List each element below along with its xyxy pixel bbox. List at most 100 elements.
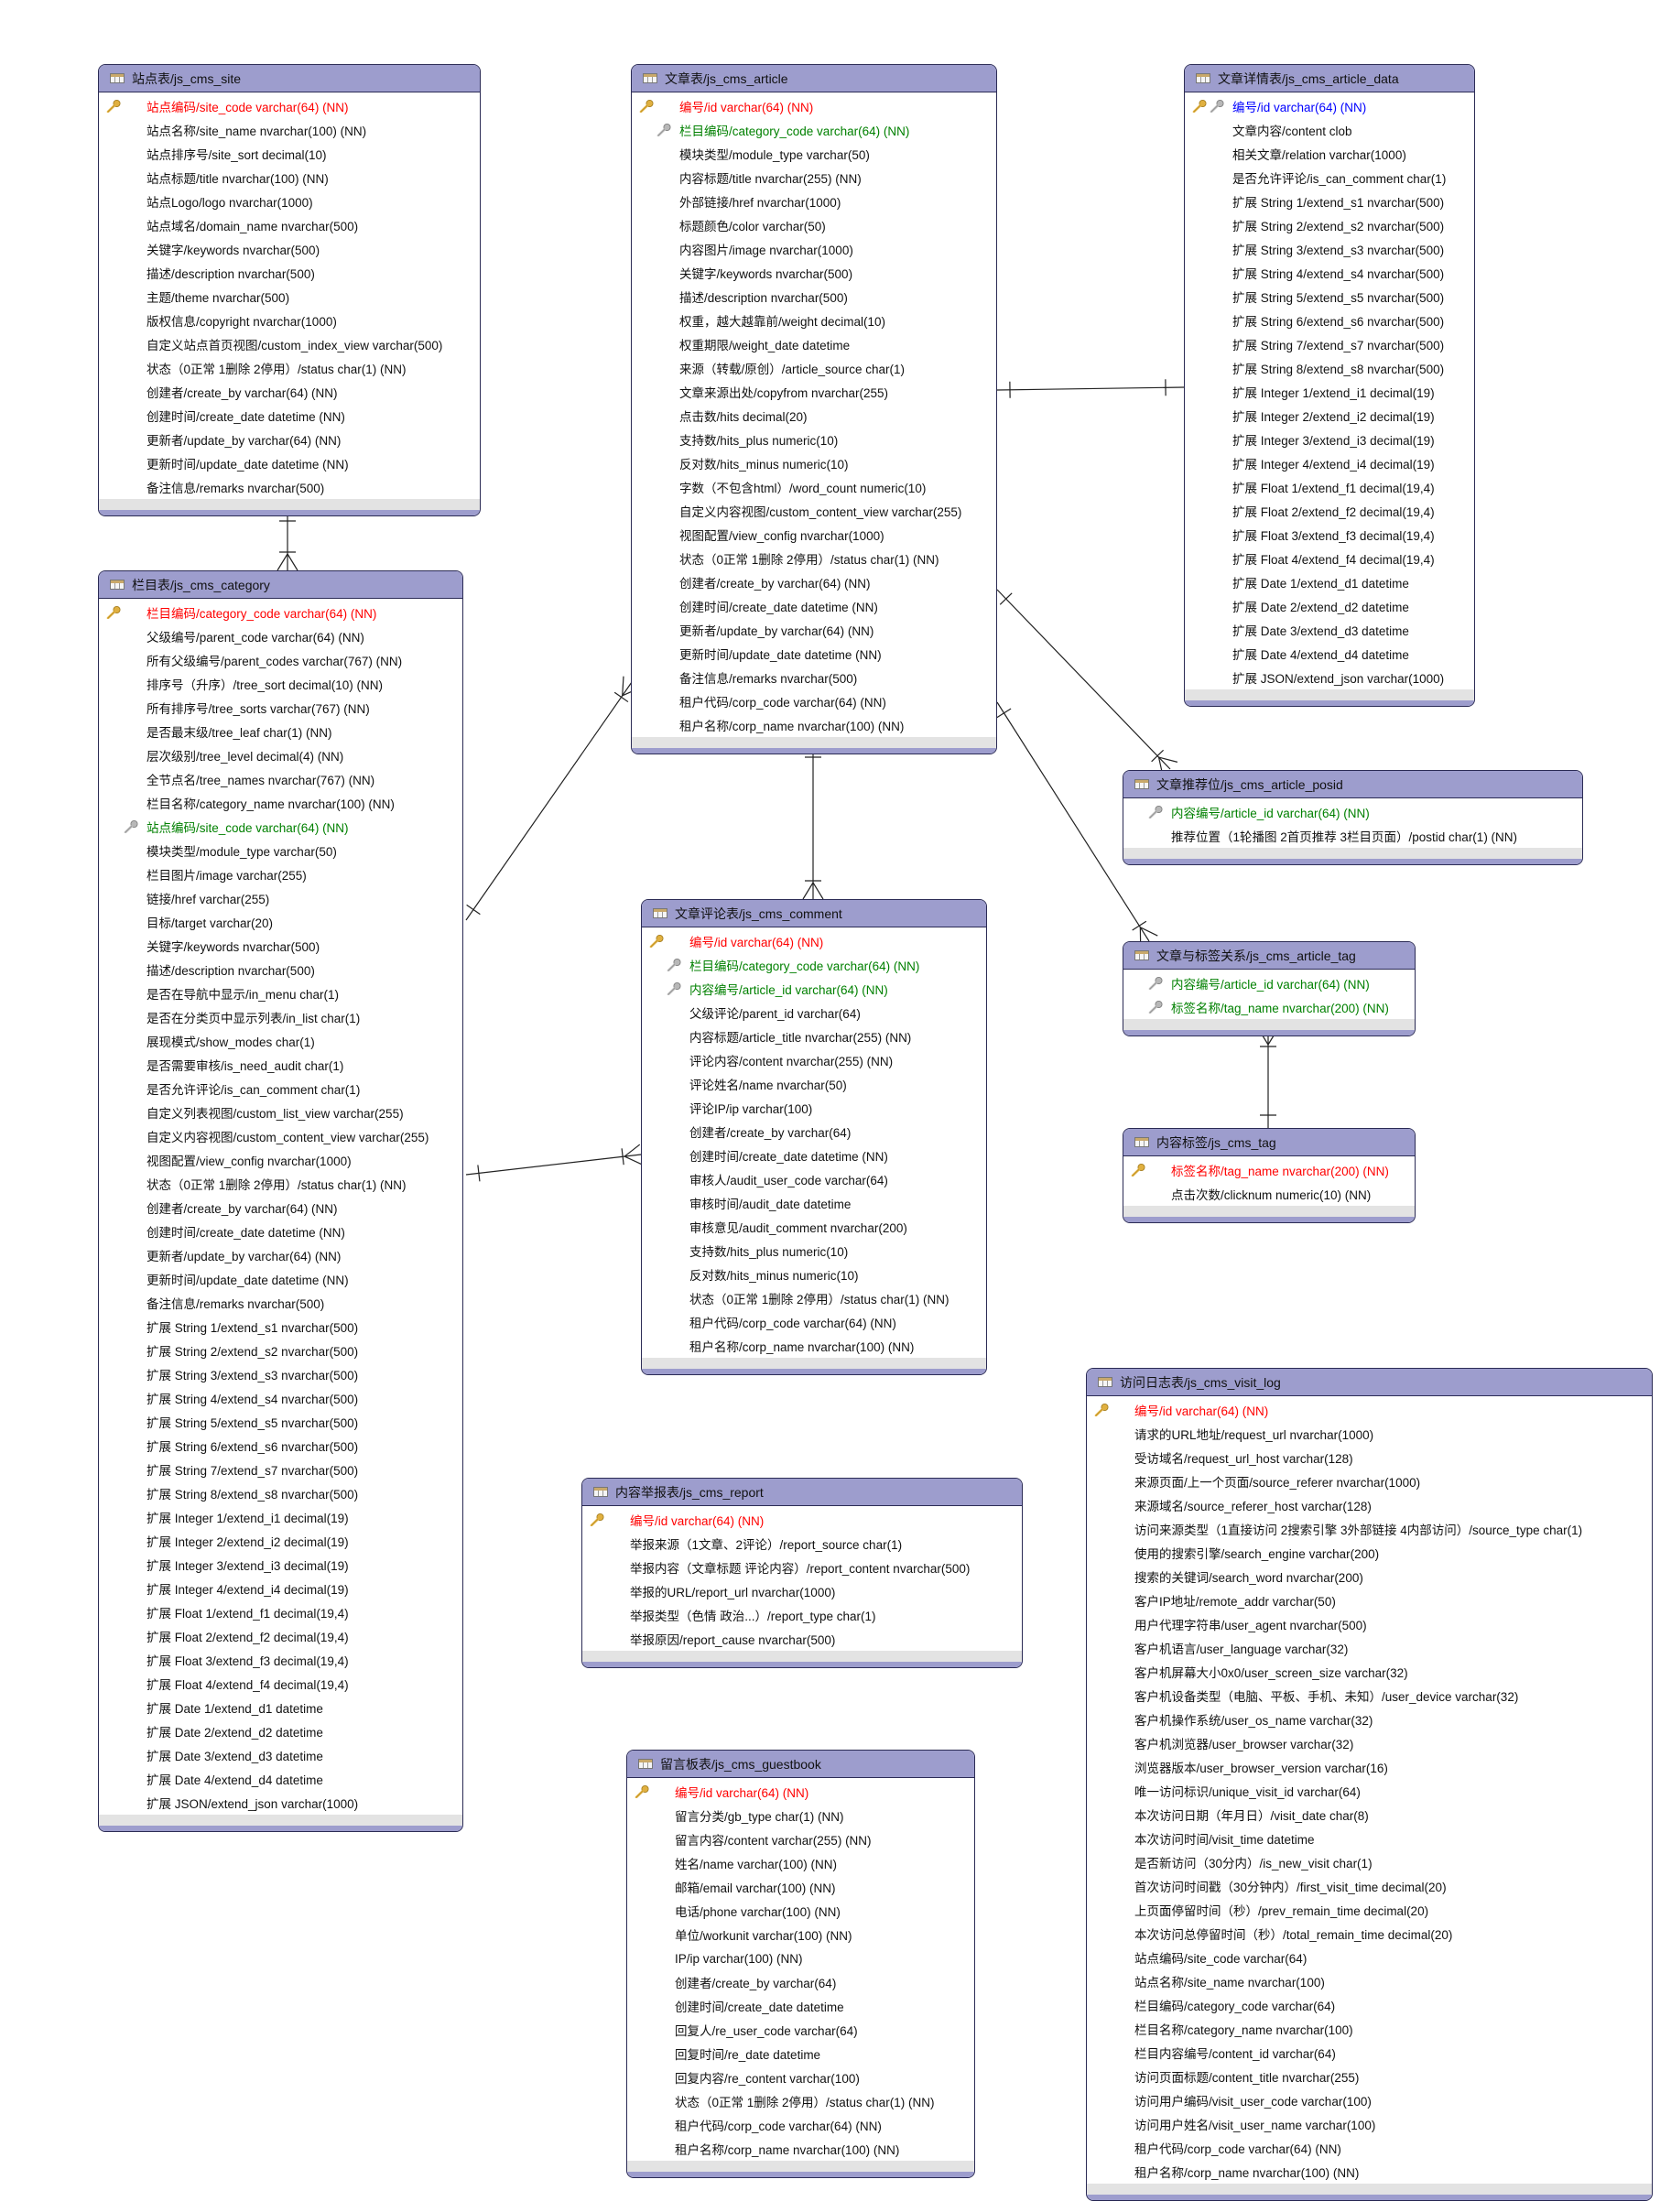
field-row[interactable]: 回复时间/re_date datetime [627,2042,974,2066]
field-row[interactable]: 创建者/create_by varchar(64) (NN) [99,1196,462,1220]
field-row[interactable]: 用户代理字符串/user_agent nvarchar(500) [1087,1612,1652,1636]
field-row[interactable]: 扩展 Date 2/extend_d2 datetime [99,1719,462,1743]
field-row[interactable]: 举报来源（1文章、2评论）/report_source char(1) [582,1532,1022,1556]
field-row[interactable]: 编号/id varchar(64) (NN) [627,1780,974,1804]
field-row[interactable]: 扩展 String 3/extend_s3 nvarchar(500) [1185,237,1474,261]
field-row[interactable]: 扩展 String 5/extend_s5 nvarchar(500) [1185,285,1474,309]
table-header[interactable]: 留言板表/js_cms_guestbook [627,1751,974,1778]
field-row[interactable]: 扩展 String 1/extend_s1 nvarchar(500) [99,1315,462,1339]
field-row[interactable]: 浏览器版本/user_browser_version varchar(16) [1087,1755,1652,1779]
field-row[interactable]: 创建者/create_by varchar(64) [627,1970,974,1994]
field-row[interactable]: 状态（0正常 1删除 2停用）/status char(1) (NN) [642,1286,986,1310]
field-row[interactable]: 扩展 Float 4/extend_f4 decimal(19,4) [99,1672,462,1696]
field-row[interactable]: 扩展 Float 3/extend_f3 decimal(19,4) [1185,523,1474,547]
field-row[interactable]: 租户代码/corp_code varchar(64) (NN) [642,1310,986,1334]
field-row[interactable]: 租户代码/corp_code varchar(64) (NN) [627,2113,974,2137]
table-header[interactable]: 栏目表/js_cms_category [99,571,462,599]
field-row[interactable]: 是否允许评论/is_can_comment char(1) [99,1077,462,1101]
table-site[interactable]: 站点表/js_cms_site 站点编码/site_code varchar(64… [98,64,481,516]
field-row[interactable]: 客户机操作系统/user_os_name varchar(32) [1087,1708,1652,1731]
field-row[interactable]: 编号/id varchar(64) (NN) [632,94,996,118]
field-row[interactable]: 编号/id varchar(64) (NN) [1087,1398,1652,1422]
field-row[interactable]: 租户名称/corp_name nvarchar(100) (NN) [627,2137,974,2161]
field-row[interactable]: 扩展 String 1/extend_s1 nvarchar(500) [1185,190,1474,213]
field-row[interactable]: 扩展 JSON/extend_json varchar(1000) [99,1791,462,1815]
field-row[interactable]: 扩展 String 2/extend_s2 nvarchar(500) [1185,213,1474,237]
field-row[interactable]: 文章来源出处/copyfrom nvarchar(255) [632,380,996,404]
field-row[interactable]: 邮箱/email varchar(100) (NN) [627,1875,974,1899]
field-row[interactable]: 单位/workunit varchar(100) (NN) [627,1923,974,1946]
field-row[interactable]: 扩展 JSON/extend_json varchar(1000) [1185,666,1474,689]
field-row[interactable]: 内容标题/title nvarchar(255) (NN) [632,166,996,190]
field-row[interactable]: 全节点名/tree_names nvarchar(767) (NN) [99,767,462,791]
field-row[interactable]: 所有排序号/tree_sorts varchar(767) (NN) [99,696,462,720]
field-row[interactable]: 状态（0正常 1删除 2停用）/status char(1) (NN) [99,356,480,380]
table-header[interactable]: 文章与标签关系/js_cms_article_tag [1123,942,1415,970]
field-row[interactable]: 备注信息/remarks nvarchar(500) [632,666,996,689]
field-row[interactable]: 栏目编码/category_code varchar(64) (NN) [99,601,462,624]
field-row[interactable]: 访问用户编码/visit_user_code varchar(100) [1087,2088,1652,2112]
field-row[interactable]: 来源（转载/原创）/article_source char(1) [632,356,996,380]
field-row[interactable]: 版权信息/copyright nvarchar(1000) [99,309,480,332]
field-row[interactable]: 栏目编码/category_code varchar(64) [1087,1993,1652,2017]
field-row[interactable]: 栏目编码/category_code varchar(64) (NN) [632,118,996,142]
field-row[interactable]: 内容图片/image nvarchar(1000) [632,237,996,261]
field-row[interactable]: 首次访问时间戳（30分钟内）/first_visit_time decimal(… [1087,1874,1652,1898]
table-header[interactable]: 文章表/js_cms_article [632,65,996,92]
field-row[interactable]: 排序号（升序）/tree_sort decimal(10) (NN) [99,672,462,696]
field-row[interactable]: 搜索的关键词/search_word nvarchar(200) [1087,1565,1652,1589]
field-row[interactable]: 客户机浏览器/user_browser varchar(32) [1087,1731,1652,1755]
field-row[interactable]: 客户机语言/user_language varchar(32) [1087,1636,1652,1660]
field-row[interactable]: 扩展 Date 2/extend_d2 datetime [1185,594,1474,618]
field-row[interactable]: 扩展 Integer 3/extend_i3 decimal(19) [99,1553,462,1577]
field-row[interactable]: 租户名称/corp_name nvarchar(100) (NN) [632,713,996,737]
field-row[interactable]: 扩展 String 7/extend_s7 nvarchar(500) [99,1458,462,1481]
field-row[interactable]: 站点编码/site_code varchar(64) (NN) [99,94,480,118]
field-row[interactable]: 上页面停留时间（秒）/prev_remain_time decimal(20) [1087,1898,1652,1922]
field-row[interactable]: 扩展 Integer 2/extend_i2 decimal(19) [1185,404,1474,428]
table-header[interactable]: 站点表/js_cms_site [99,65,480,92]
field-row[interactable]: 更新时间/update_date datetime (NN) [99,1267,462,1291]
field-row[interactable]: 留言分类/gb_type char(1) (NN) [627,1804,974,1827]
field-row[interactable]: 关键字/keywords nvarchar(500) [99,237,480,261]
field-row[interactable]: 状态（0正常 1删除 2停用）/status char(1) (NN) [632,547,996,570]
field-row[interactable]: 备注信息/remarks nvarchar(500) [99,1291,462,1315]
field-row[interactable]: 链接/href varchar(255) [99,886,462,910]
field-row[interactable]: 站点名称/site_name nvarchar(100) [1087,1969,1652,1993]
field-row[interactable]: 是否最末级/tree_leaf char(1) (NN) [99,720,462,743]
field-row[interactable]: 审核人/audit_user_code varchar(64) [642,1167,986,1191]
field-row[interactable]: 评论姓名/name nvarchar(50) [642,1072,986,1096]
field-row[interactable]: 状态（0正常 1删除 2停用）/status char(1) (NN) [627,2089,974,2113]
field-row[interactable]: 状态（0正常 1删除 2停用）/status char(1) (NN) [99,1172,462,1196]
field-row[interactable]: 举报类型（色情 政治...）/report_type char(1) [582,1603,1022,1627]
field-row[interactable]: 本次访问时间/visit_time datetime [1087,1827,1652,1850]
field-row[interactable]: 标签名称/tag_name nvarchar(200) (NN) [1123,1158,1415,1182]
table-category[interactable]: 栏目表/js_cms_category 栏目编码/category_code va… [98,570,463,1832]
field-row[interactable]: 扩展 Integer 4/extend_i4 decimal(19) [1185,451,1474,475]
field-row[interactable]: 更新者/update_by varchar(64) (NN) [99,1243,462,1267]
field-row[interactable]: 扩展 Integer 2/extend_i2 decimal(19) [99,1529,462,1553]
field-row[interactable]: 访问页面标题/content_title nvarchar(255) [1087,2065,1652,2088]
table-article-tag[interactable]: 文章与标签关系/js_cms_article_tag 内容编号/article_i… [1123,941,1416,1036]
field-row[interactable]: 父级编号/parent_code varchar(64) (NN) [99,624,462,648]
field-row[interactable]: 更新时间/update_date datetime (NN) [99,451,480,475]
field-row[interactable]: 关键字/keywords nvarchar(500) [99,934,462,958]
field-row[interactable]: 描述/description nvarchar(500) [99,261,480,285]
field-row[interactable]: 扩展 String 4/extend_s4 nvarchar(500) [1185,261,1474,285]
field-row[interactable]: 扩展 Float 3/extend_f3 decimal(19,4) [99,1648,462,1672]
field-row[interactable]: 唯一访问标识/unique_visit_id varchar(64) [1087,1779,1652,1803]
field-row[interactable]: 是否需要审核/is_need_audit char(1) [99,1053,462,1077]
table-header[interactable]: 访问日志表/js_cms_visit_log [1087,1369,1652,1396]
field-row[interactable]: 站点域名/domain_name nvarchar(500) [99,213,480,237]
field-row[interactable]: 扩展 Integer 3/extend_i3 decimal(19) [1185,428,1474,451]
field-row[interactable]: 目标/target varchar(20) [99,910,462,934]
field-row[interactable]: 扩展 Date 4/extend_d4 datetime [99,1767,462,1791]
field-row[interactable]: 站点标题/title nvarchar(100) (NN) [99,166,480,190]
field-row[interactable]: 电话/phone varchar(100) (NN) [627,1899,974,1923]
field-row[interactable]: 栏目内容编号/content_id varchar(64) [1087,2041,1652,2065]
field-row[interactable]: 扩展 Float 1/extend_f1 decimal(19,4) [1185,475,1474,499]
field-row[interactable]: 扩展 Date 3/extend_d3 datetime [1185,618,1474,642]
field-row[interactable]: 主题/theme nvarchar(500) [99,285,480,309]
field-row[interactable]: 点击数/hits decimal(20) [632,404,996,428]
field-row[interactable]: 自定义站点首页视图/custom_index_view varchar(500) [99,332,480,356]
